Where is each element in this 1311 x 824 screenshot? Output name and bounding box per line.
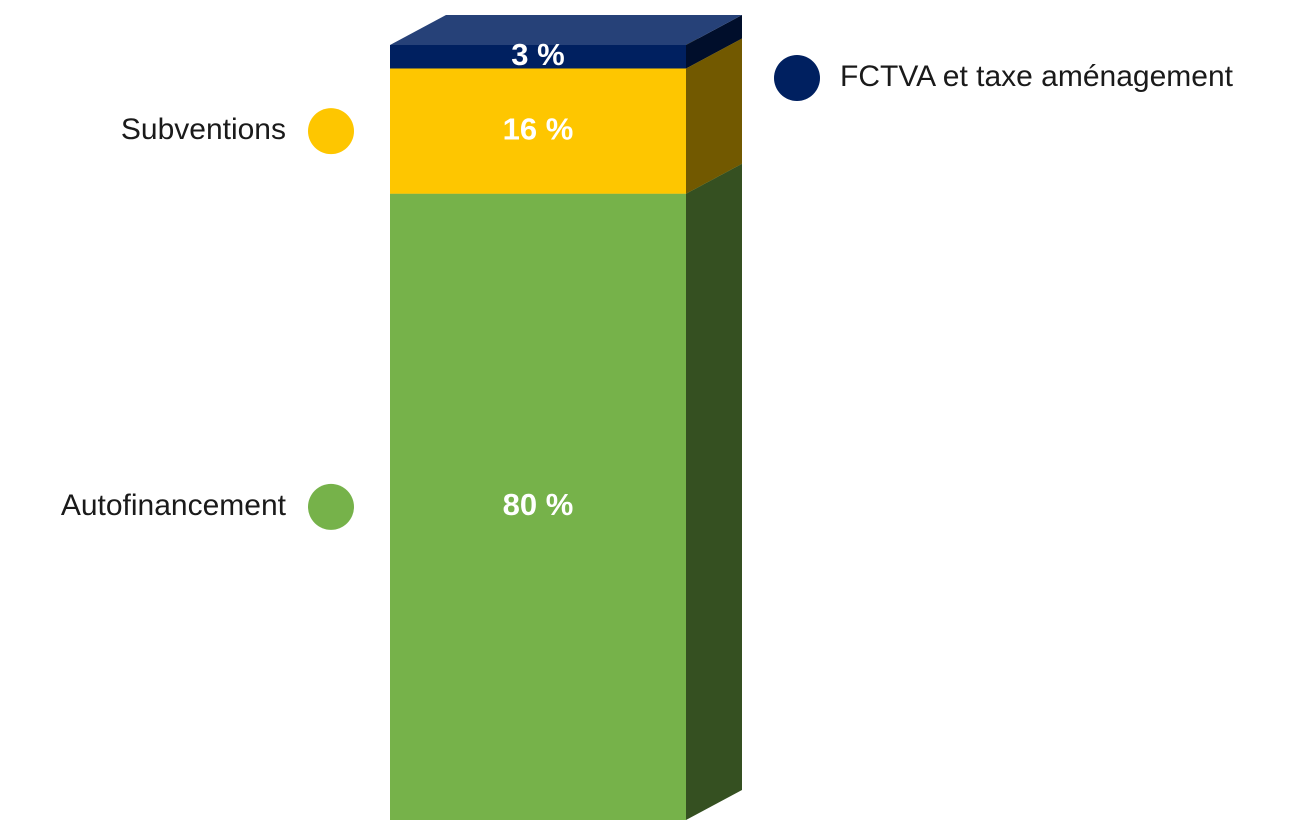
legend-label: Subventions: [121, 113, 286, 146]
legend-marker: [308, 108, 354, 155]
bar-segment-top: [390, 15, 742, 45]
value-label: 3 %: [511, 37, 564, 72]
legend-marker: [774, 55, 820, 101]
bar-segment: [390, 45, 686, 69]
value-label: 16 %: [503, 111, 574, 146]
bar-segment-side: [686, 38, 742, 194]
legend-label: Autofinancement: [61, 489, 287, 522]
bar-segment: [390, 193, 686, 821]
bar-segment: [390, 68, 686, 194]
legend-label: FCTVA et taxe aménagement: [840, 60, 1234, 93]
value-label: 80 %: [503, 487, 574, 522]
bar-segment-side: [686, 15, 742, 69]
legend-marker: [308, 483, 354, 530]
bar-segment-side: [686, 163, 742, 821]
